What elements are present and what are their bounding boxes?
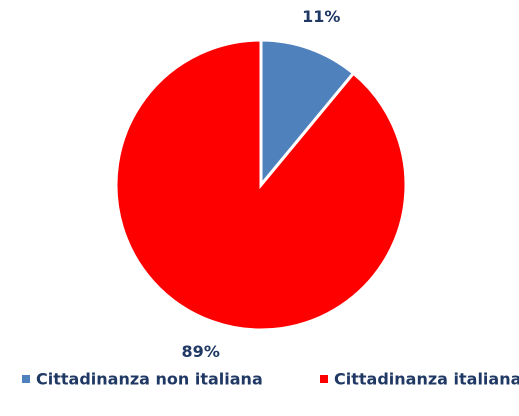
pie-slice (259, 38, 356, 190)
legend-swatch (22, 375, 30, 383)
legend-swatch (320, 375, 328, 383)
data-label: 89% (182, 342, 220, 361)
legend-label: Cittadinanza non italiana (36, 370, 263, 389)
legend-label: Cittadinanza italiana (334, 370, 519, 389)
data-label: 11% (302, 7, 340, 26)
pie-slice (114, 38, 408, 332)
